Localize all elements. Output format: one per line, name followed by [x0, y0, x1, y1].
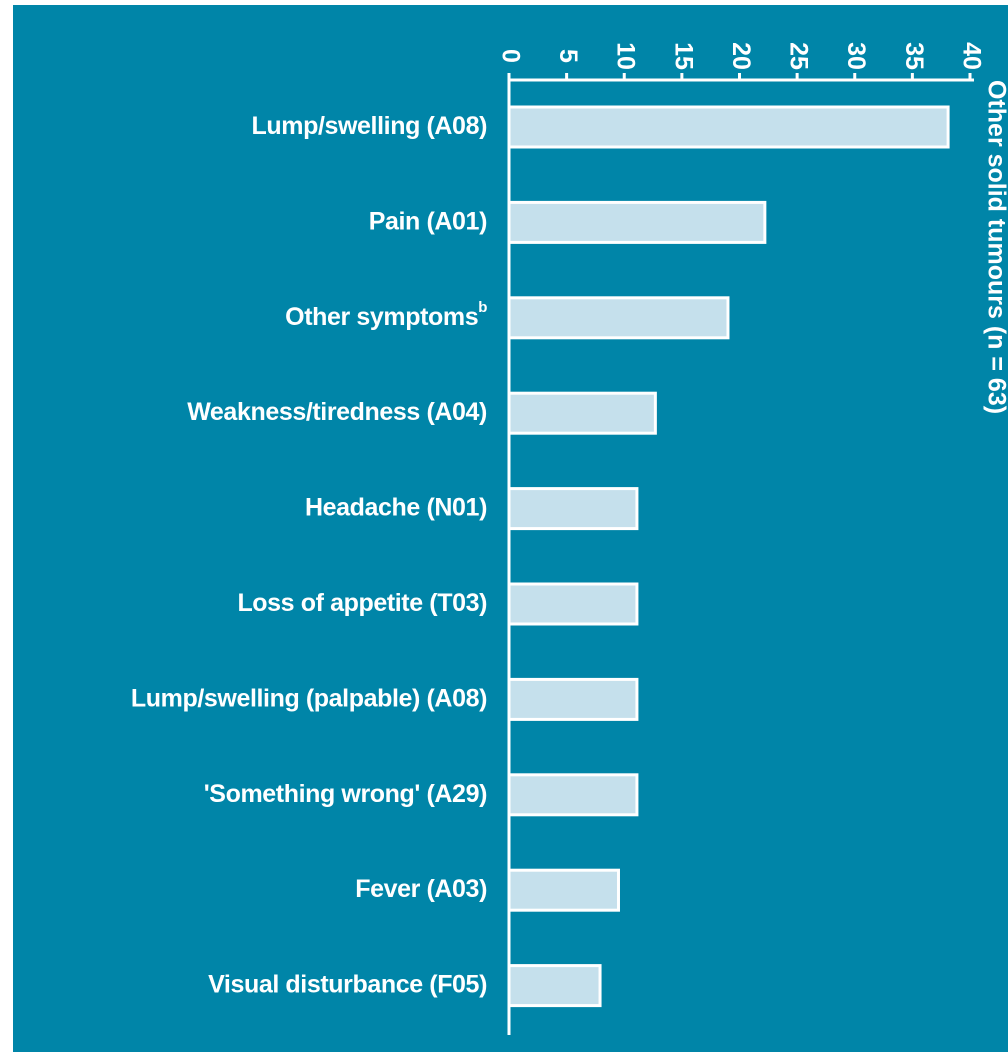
x-tick-label: 30	[842, 42, 870, 70]
y-tick-label: Pain (A01)	[369, 207, 487, 235]
bar	[507, 582, 639, 626]
y-tick-label: Lump/swelling (A08)	[252, 112, 488, 140]
bar	[507, 391, 657, 435]
category-text: Fever (A03)	[355, 875, 487, 903]
bar	[507, 487, 639, 531]
y-tick-label: Fever (A03)	[355, 875, 487, 903]
bar	[507, 677, 639, 721]
category-text: Weakness/tiredness (A04)	[187, 398, 487, 426]
bar	[507, 296, 730, 340]
bar	[507, 964, 602, 1008]
y-tick-label: Weakness/tiredness (A04)	[187, 398, 487, 426]
category-text: Other symptoms	[285, 302, 478, 330]
y-tick-label: Other symptomsb	[285, 299, 487, 331]
bar	[507, 868, 620, 912]
chart-title: Other solid tumours (n = 63)	[982, 80, 1008, 414]
x-tick-label: 20	[727, 42, 755, 70]
x-tick-label: 25	[785, 42, 813, 70]
category-text: Pain (A01)	[369, 207, 487, 235]
x-tick-label: 5	[554, 49, 582, 63]
category-text: Lump/swelling (A08)	[252, 112, 488, 140]
y-tick-label: Visual disturbance (F05)	[208, 970, 487, 998]
bar	[507, 105, 950, 149]
x-tick-label: 10	[612, 42, 640, 70]
y-tick-label: Lump/swelling (palpable) (A08)	[131, 684, 487, 712]
category-text: Lump/swelling (palpable) (A08)	[131, 684, 487, 712]
category-text: Loss of appetite (T03)	[237, 589, 487, 617]
y-tick-label: Loss of appetite (T03)	[237, 589, 487, 617]
x-tick-label: 35	[900, 42, 928, 70]
y-tick-label: 'Something wrong' (A29)	[204, 779, 487, 807]
category-text: Headache (N01)	[305, 493, 487, 521]
bar	[507, 773, 639, 817]
category-text: Visual disturbance (F05)	[208, 970, 487, 998]
footnote-mark: b	[478, 299, 487, 316]
category-text: 'Something wrong' (A29)	[204, 779, 487, 807]
y-tick-label: Headache (N01)	[305, 493, 487, 521]
x-tick-label: 15	[669, 42, 697, 70]
x-tick-label: 40	[957, 42, 985, 70]
bar	[507, 200, 767, 244]
x-tick-label: 0	[496, 49, 524, 63]
